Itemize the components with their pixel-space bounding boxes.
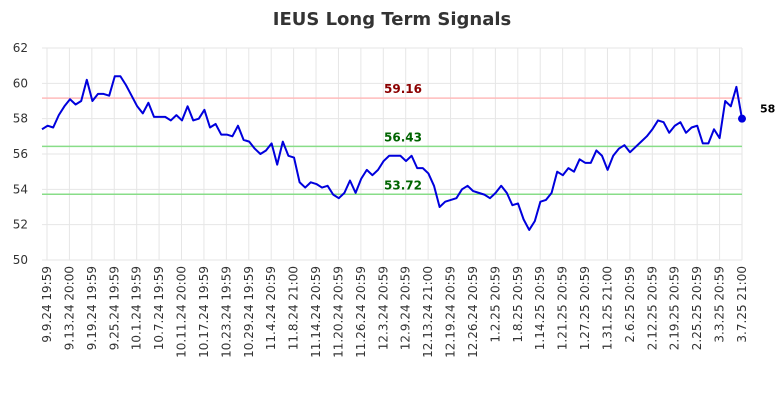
last-point-label: 58 [760,103,775,116]
x-tick-label: 9.25.24 19:59 [107,266,121,350]
signal-lines: 59.16 56.43 53.72 [42,82,742,196]
x-tick-label: 1.2.25 20:59 [488,266,502,343]
x-tick-label: 3.7.25 21:00 [735,266,749,343]
x-tick-label: 12.13.24 21:00 [421,266,435,358]
y-axis-ticks: 50 52 54 56 58 60 62 [13,41,28,267]
x-tick-label: 1.8.25 20:59 [511,266,525,343]
x-tick-label: 11.26.24 20:59 [354,266,368,358]
x-tick-label: 11.4.24 20:59 [264,266,278,350]
y-tick-label: 52 [13,218,28,232]
signal-label: 56.43 [384,130,422,144]
y-tick-label: 56 [13,147,28,161]
x-tick-label: 1.27.25 20:59 [578,266,592,350]
x-tick-label: 2.12.25 20:59 [645,266,659,350]
y-tick-label: 62 [13,41,28,55]
x-axis-ticks: 9.9.24 19:59 9.13.24 20:00 9.19.24 19:59 9.… [40,266,749,358]
x-tick-label: 1.21.25 20:59 [556,266,570,350]
x-tick-label: 11.14.24 20:59 [309,266,323,358]
last-point-marker [738,114,746,123]
x-tick-label: 11.20.24 20:59 [331,266,345,358]
x-tick-label: 11.8.24 21:00 [287,266,301,350]
x-tick-label: 2.25.25 20:59 [690,266,704,350]
signal-label: 59.16 [384,82,422,96]
x-tick-label: 10.17.24 19:59 [197,266,211,358]
x-tick-label: 12.9.24 20:59 [399,266,413,350]
x-tick-label: 12.19.24 20:59 [444,266,458,358]
x-tick-label: 1.14.25 20:59 [533,266,547,350]
x-tick-label: 2.6.25 20:59 [623,266,637,343]
grid-lines [42,47,743,261]
x-tick-label: 10.11.24 20:00 [175,266,189,358]
x-tick-label: 12.3.24 20:59 [376,266,390,350]
x-tick-label: 9.13.24 20:00 [62,266,76,350]
y-tick-label: 50 [13,253,28,267]
price-series-line [41,75,743,231]
x-tick-label: 9.19.24 19:59 [85,266,99,350]
y-tick-label: 60 [13,76,28,90]
y-tick-label: 58 [13,112,28,126]
x-tick-label: 9.9.24 19:59 [40,266,54,343]
x-tick-label: 3.3.25 20:59 [713,266,727,343]
x-tick-label: 12.26.24 20:59 [466,266,480,358]
x-tick-label: 10.29.24 19:59 [242,266,256,358]
x-tick-label: 1.31.25 21:00 [600,266,614,350]
y-tick-label: 54 [13,182,28,196]
signal-label: 53.72 [384,178,422,192]
x-tick-label: 10.23.24 19:59 [219,266,233,358]
x-tick-label: 2.19.25 20:59 [668,266,682,350]
x-tick-label: 10.7.24 19:59 [152,266,166,350]
x-tick-label: 10.1.24 19:59 [130,266,144,350]
chart-title: IEUS Long Term Signals [273,9,512,30]
